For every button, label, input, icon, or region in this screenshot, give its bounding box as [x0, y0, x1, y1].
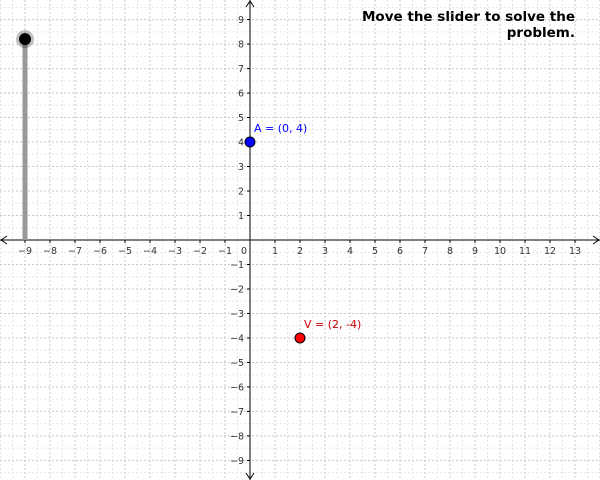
x-axis-arrow-right — [592, 235, 600, 245]
x-tick-label: −5 — [118, 246, 132, 257]
y-tick-label: 4 — [238, 138, 244, 149]
x-tick-label: 8 — [447, 246, 453, 257]
y-tick-label: −2 — [230, 284, 244, 295]
x-tick-label: 2 — [297, 246, 303, 257]
y-tick-label: −1 — [230, 260, 244, 271]
x-tick-label: 1 — [272, 246, 278, 257]
x-tick-label: −2 — [193, 246, 207, 257]
x-tick-label: 7 — [422, 246, 428, 257]
x-axis-arrow-left — [0, 235, 8, 245]
point-V[interactable] — [294, 332, 306, 344]
x-tick-label: −4 — [143, 246, 157, 257]
y-tick-label: −7 — [230, 407, 244, 418]
x-tick-label: 10 — [494, 246, 506, 257]
x-tick-label: −7 — [68, 246, 82, 257]
point-V-label: V = (2, -4) — [304, 318, 361, 331]
points[interactable]: A = (0, 4) V = (2, -4) — [244, 122, 361, 344]
y-axis-arrow-up — [245, 0, 255, 8]
x-tick-label: −9 — [18, 246, 32, 257]
y-tick-label: 2 — [238, 187, 244, 198]
instruction-text: Move the slider to solve the problem. — [362, 9, 575, 41]
y-tick-label: −4 — [230, 333, 244, 344]
x-tick-label: 0 — [241, 246, 247, 257]
x-tick-label: 12 — [544, 246, 556, 257]
x-tick-label: −1 — [218, 246, 232, 257]
tick-labels: −9 −8 −7 −6 −5 −4 −3 −2 −1 0 1 2 3 4 5 6 7 8 9 10 11 12 139876… — [18, 15, 581, 467]
x-tick-label: 5 — [372, 246, 378, 257]
point-A-label: A = (0, 4) — [254, 122, 307, 135]
slider[interactable] — [16, 30, 34, 240]
x-tick-label: 6 — [397, 246, 403, 257]
x-tick-label: 9 — [472, 246, 478, 257]
y-tick-label: 9 — [238, 15, 244, 26]
x-tick-label: 4 — [347, 246, 353, 257]
x-tick-label: −6 — [93, 246, 107, 257]
y-tick-label: 7 — [238, 64, 244, 75]
y-tick-label: 3 — [238, 162, 244, 173]
y-tick-label: 6 — [238, 89, 244, 100]
y-tick-label: −5 — [230, 358, 244, 369]
slider-handle[interactable] — [19, 33, 31, 46]
y-axis-arrow-down — [245, 472, 255, 480]
x-tick-label: 13 — [569, 246, 581, 257]
y-tick-label: −8 — [230, 431, 244, 442]
y-tick-label: −6 — [230, 382, 244, 393]
x-tick-label: 11 — [519, 246, 531, 257]
y-tick-label: 5 — [238, 113, 244, 124]
y-tick-label: 8 — [238, 40, 244, 51]
y-tick-label: −9 — [230, 456, 244, 467]
x-tick-label: −8 — [43, 246, 57, 257]
y-tick-label: −3 — [230, 309, 244, 320]
x-tick-label: 3 — [322, 246, 328, 257]
y-tick-label: 1 — [238, 211, 244, 222]
point-A[interactable] — [244, 136, 256, 148]
x-tick-label: −3 — [168, 246, 182, 257]
